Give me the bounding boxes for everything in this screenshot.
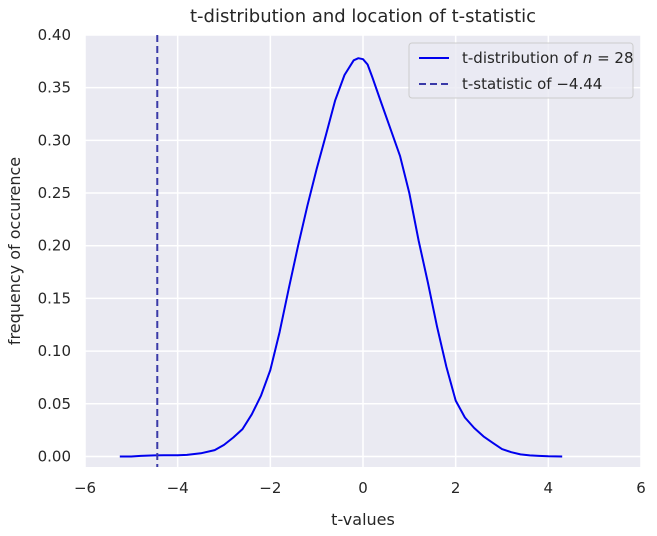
series-t-distribution-line	[119, 57, 563, 458]
x-tick-labels: −6 −4 −2 0 2 4 6	[74, 479, 646, 497]
chart-title: t-distribution and location of t-statist…	[190, 6, 536, 27]
x-tick-label: −2	[259, 479, 281, 497]
x-tick-label: −4	[167, 479, 189, 497]
x-tick-label: 0	[358, 479, 368, 497]
y-axis-label: frequency of occurence	[5, 157, 24, 345]
x-tick-label: 4	[544, 479, 554, 497]
legend-entry-t-distribution: t-distribution of n = 28	[462, 49, 634, 67]
y-tick-label: 0.15	[38, 289, 71, 307]
legend: t-distribution of n = 28 t-statistic of …	[408, 42, 634, 99]
x-tick-label: 2	[451, 479, 461, 497]
y-tick-label: 0.30	[38, 131, 71, 149]
legend-entry-t-statistic: t-statistic of −4.44	[462, 75, 602, 93]
y-tick-labels: 0.00 0.05 0.10 0.15 0.20 0.25 0.30 0.35 0.40	[38, 26, 71, 465]
series-layer	[119, 35, 563, 467]
legend-box	[408, 42, 634, 99]
y-tick-label: 0.00	[38, 447, 71, 465]
y-tick-label: 0.35	[38, 79, 71, 97]
y-tick-label: 0.40	[38, 26, 71, 44]
x-tick-label: 6	[636, 479, 646, 497]
y-tick-label: 0.20	[38, 237, 71, 255]
y-tick-label: 0.05	[38, 395, 71, 413]
grid	[84, 34, 642, 467]
x-axis-label: t-values	[331, 510, 395, 529]
y-tick-label: 0.10	[38, 342, 71, 360]
y-tick-label: 0.25	[38, 184, 71, 202]
x-tick-label: −6	[74, 479, 96, 497]
